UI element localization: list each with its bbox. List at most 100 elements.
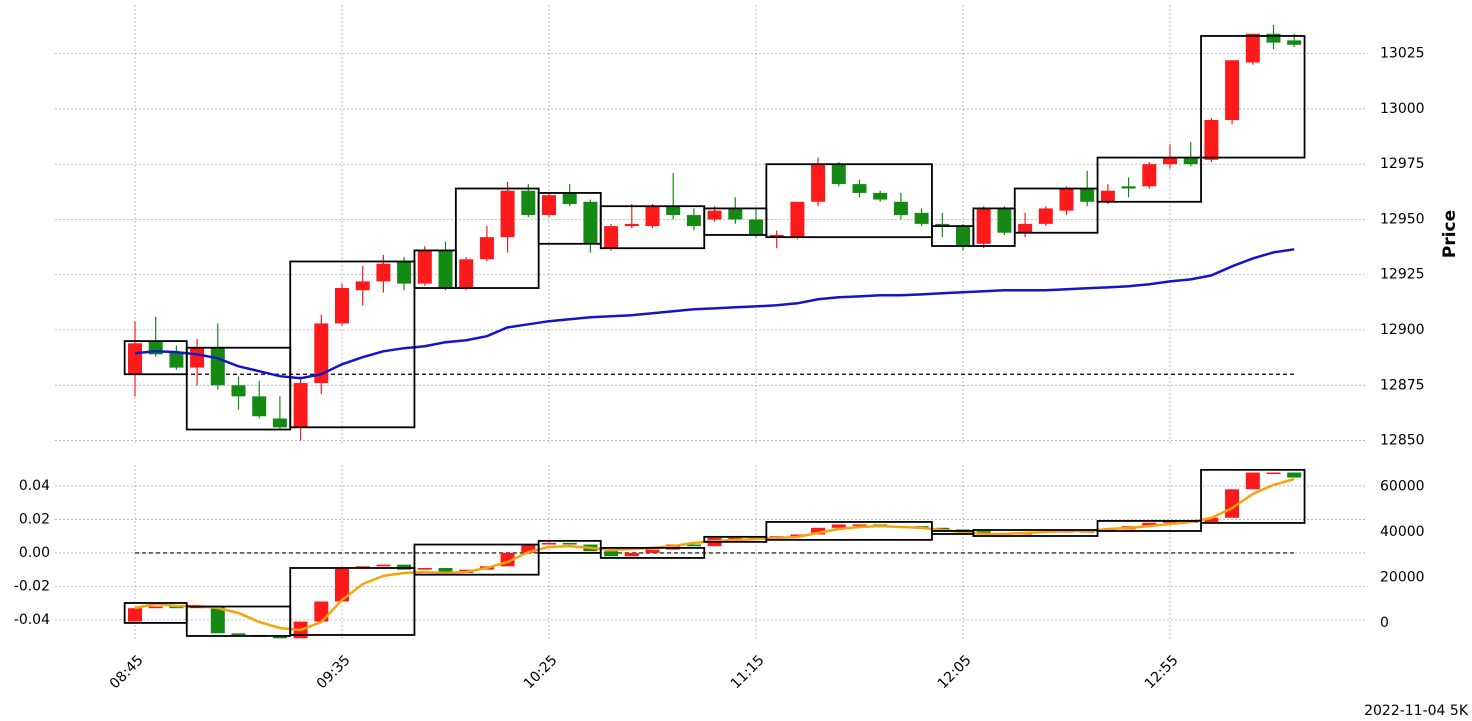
candle-body	[562, 192, 577, 204]
candle-body	[521, 190, 536, 216]
y-tick-label: 12975	[1380, 156, 1425, 172]
y-tick-label: 0	[1380, 615, 1389, 631]
candle-body	[272, 418, 287, 428]
candle-body	[272, 636, 287, 639]
candle-body	[1038, 208, 1053, 224]
candle-body	[707, 210, 722, 220]
y-tick-label: 0.04	[19, 478, 50, 494]
x-tick-label: 08:45	[107, 652, 147, 692]
x-tick-label: 11:15	[728, 652, 768, 692]
candle-body	[1018, 223, 1033, 233]
candle-body	[728, 537, 743, 540]
candle-body	[231, 633, 246, 635]
candle-body	[1245, 472, 1260, 490]
x-tick-label: 10:25	[521, 652, 561, 692]
range-box	[413, 543, 540, 576]
candle-body	[1287, 40, 1302, 45]
y-tick-label: 12875	[1380, 377, 1425, 393]
y-tick-label: 13000	[1380, 101, 1425, 117]
candle-body	[666, 206, 681, 216]
candle-body	[604, 551, 619, 557]
candle-body	[1142, 522, 1157, 527]
candle-body	[459, 259, 474, 289]
candle-body	[790, 534, 805, 537]
candle-body	[1163, 521, 1177, 523]
candle-body	[438, 567, 453, 574]
range-box	[1013, 187, 1099, 234]
candle-body	[790, 201, 805, 238]
candle-body	[128, 608, 142, 622]
candle-body	[190, 347, 205, 368]
range-box	[537, 539, 602, 554]
candle-body	[1287, 472, 1302, 478]
candle-body	[1059, 188, 1074, 211]
candle-body	[749, 219, 763, 235]
candle-body	[914, 212, 929, 224]
candle-body	[335, 567, 349, 602]
candle-body	[417, 567, 432, 570]
y-axis-label: Price	[1440, 210, 1460, 258]
candle-body	[686, 544, 701, 547]
y-tick-label: 40000	[1380, 524, 1425, 540]
candle-body	[831, 164, 846, 185]
range-box	[1200, 35, 1306, 159]
y-tick-label: 12950	[1380, 211, 1425, 227]
range-box	[972, 529, 1099, 537]
candle-body	[686, 215, 701, 227]
candle-body	[935, 223, 950, 227]
range-box	[599, 546, 706, 559]
y-tick-label: -0.02	[14, 578, 50, 594]
candle-body	[169, 606, 184, 609]
candle-body	[479, 237, 494, 260]
candle-body	[376, 564, 391, 567]
y-tick-label: 12850	[1380, 433, 1425, 449]
candle-body	[397, 261, 412, 284]
candle-body	[293, 383, 308, 428]
candle-body	[852, 524, 867, 526]
candle-body	[335, 288, 349, 324]
candle-body	[1163, 157, 1177, 165]
candle-body	[811, 164, 826, 202]
range-box	[1096, 156, 1202, 203]
candle-body	[893, 201, 908, 216]
candle-body	[1204, 517, 1219, 523]
y-tick-label: 0.02	[19, 511, 50, 527]
candle-body	[645, 206, 660, 227]
candle-body	[210, 606, 225, 634]
y-tick-label: 13025	[1380, 46, 1425, 62]
candle-body	[128, 343, 142, 375]
y-tick-label: 20000	[1380, 570, 1425, 586]
candle-body	[873, 192, 888, 200]
candle-body	[500, 190, 515, 238]
candle-body	[1183, 157, 1198, 165]
candle-body	[831, 524, 846, 528]
range-box	[289, 260, 416, 429]
range-box	[1096, 520, 1202, 532]
candle-body	[624, 223, 639, 227]
range-box	[185, 605, 292, 637]
candle-body	[376, 263, 391, 282]
candle-body	[976, 208, 991, 244]
candle-body	[562, 542, 577, 545]
line-series	[134, 248, 1295, 380]
candle-body	[169, 352, 184, 368]
y-tick-label: 12900	[1380, 322, 1425, 338]
candle-body	[1225, 60, 1240, 120]
footer: 2022-11-04 5K	[1364, 703, 1469, 719]
candle-body	[1100, 190, 1115, 202]
candle-body	[438, 250, 453, 289]
candle-body	[1080, 188, 1095, 202]
candle-body	[314, 323, 329, 384]
candle-body	[976, 531, 991, 533]
candle-body	[1142, 164, 1157, 187]
candle-body	[1266, 33, 1281, 43]
candle-body	[355, 281, 370, 291]
candle-body	[769, 234, 784, 238]
candle-body	[1204, 119, 1219, 160]
candle-body	[252, 396, 267, 417]
x-tick-label: 09:35	[314, 652, 354, 692]
candle-body	[542, 542, 556, 545]
x-tick-label: 12:55	[1142, 652, 1182, 692]
candle-body	[956, 226, 970, 247]
